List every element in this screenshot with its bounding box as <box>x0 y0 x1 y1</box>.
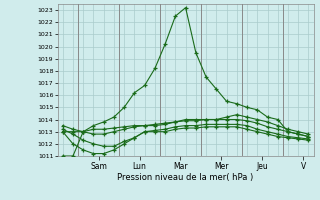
X-axis label: Pression niveau de la mer( hPa ): Pression niveau de la mer( hPa ) <box>117 173 254 182</box>
